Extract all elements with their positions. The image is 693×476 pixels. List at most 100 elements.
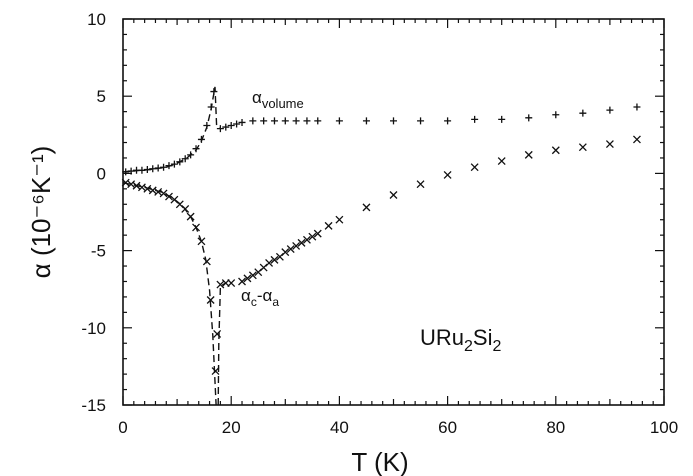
point-volume — [525, 114, 533, 122]
y-tick-labels: 10 5 0 -5 -10 -15 — [81, 10, 106, 415]
point-volume — [222, 123, 230, 131]
axis-ticks — [122, 18, 665, 406]
point-difference — [297, 238, 306, 247]
point-difference — [159, 189, 168, 198]
sample-label: URu2Si2 — [420, 325, 501, 355]
point-volume — [314, 117, 322, 125]
point-difference — [286, 245, 295, 254]
x-tick-labels: 0 20 40 60 80 100 — [118, 418, 678, 437]
point-difference — [605, 140, 614, 149]
point-volume — [292, 117, 300, 125]
point-volume — [498, 115, 506, 123]
point-volume — [281, 117, 289, 125]
point-difference — [470, 163, 479, 172]
point-volume — [606, 106, 614, 114]
point-volume — [362, 117, 370, 125]
y-tick-label: 0 — [97, 164, 106, 183]
point-difference — [308, 232, 317, 241]
point-volume — [238, 118, 246, 126]
point-difference — [632, 135, 641, 144]
point-volume — [127, 167, 135, 175]
point-difference — [497, 157, 506, 166]
x-tick-label: 60 — [438, 418, 457, 437]
point-difference — [227, 279, 236, 287]
x-tick-label: 0 — [118, 418, 127, 437]
point-volume — [260, 117, 268, 125]
point-volume — [303, 117, 311, 125]
point-volume — [149, 165, 157, 173]
point-difference — [165, 192, 173, 201]
point-difference — [206, 296, 215, 304]
point-volume — [203, 122, 211, 130]
point-difference — [416, 180, 425, 189]
series-label-volume: αvolume — [252, 88, 304, 111]
point-difference — [551, 146, 560, 155]
point-volume — [181, 155, 189, 163]
x-tick-label: 100 — [650, 418, 678, 437]
fit-curve — [217, 282, 227, 406]
x-tick-label: 20 — [222, 418, 241, 437]
point-volume — [160, 163, 168, 171]
y-tick-label: 10 — [87, 10, 106, 29]
point-volume — [210, 88, 218, 96]
point-volume — [444, 117, 452, 125]
point-volume — [216, 125, 224, 133]
point-difference — [524, 150, 533, 159]
point-difference — [313, 229, 322, 238]
point-volume — [154, 164, 162, 172]
point-volume — [176, 158, 184, 166]
x-tick-label: 40 — [330, 418, 349, 437]
point-volume — [187, 151, 195, 159]
fit-curve — [122, 182, 217, 406]
point-volume — [552, 111, 560, 119]
point-difference — [137, 183, 146, 192]
point-difference — [281, 248, 290, 257]
point-difference — [213, 330, 222, 338]
point-difference — [292, 242, 301, 250]
point-difference — [192, 223, 200, 232]
point-difference — [443, 170, 452, 179]
point-volume — [417, 117, 425, 125]
point-volume — [170, 160, 178, 168]
point-difference — [362, 203, 371, 212]
series-label-difference: αc-αa — [241, 286, 279, 309]
point-volume — [138, 166, 146, 174]
y-tick-label: 5 — [97, 87, 106, 106]
y-tick-label: -10 — [81, 319, 106, 338]
point-difference — [248, 271, 257, 280]
y-tick-label: -5 — [91, 242, 106, 261]
point-difference — [324, 221, 333, 230]
point-volume — [165, 162, 173, 170]
data-markers — [121, 88, 641, 375]
y-axis-title: α (10⁻⁶K⁻¹) — [26, 146, 56, 279]
fit-curve — [122, 86, 221, 173]
point-volume — [249, 117, 257, 125]
point-difference — [211, 367, 220, 375]
x-tick-label: 80 — [546, 418, 565, 437]
point-volume — [270, 117, 278, 125]
point-volume — [579, 109, 587, 117]
point-volume — [143, 166, 151, 174]
point-difference — [335, 215, 344, 224]
point-volume — [335, 117, 343, 125]
point-volume — [207, 103, 215, 111]
point-difference — [181, 204, 190, 213]
point-difference — [389, 191, 398, 199]
point-difference — [243, 274, 252, 283]
point-volume — [233, 120, 241, 128]
point-difference — [238, 277, 246, 286]
point-difference — [578, 143, 587, 152]
point-volume — [227, 122, 235, 130]
point-volume — [471, 115, 479, 123]
point-volume — [633, 103, 641, 111]
point-difference — [265, 258, 274, 267]
point-volume — [122, 168, 130, 176]
point-volume — [390, 117, 397, 125]
point-difference — [270, 255, 279, 264]
x-axis-title: T (K) — [351, 447, 408, 476]
point-volume — [192, 145, 200, 153]
point-difference — [197, 237, 206, 246]
point-volume — [197, 135, 205, 143]
point-difference — [186, 212, 195, 221]
